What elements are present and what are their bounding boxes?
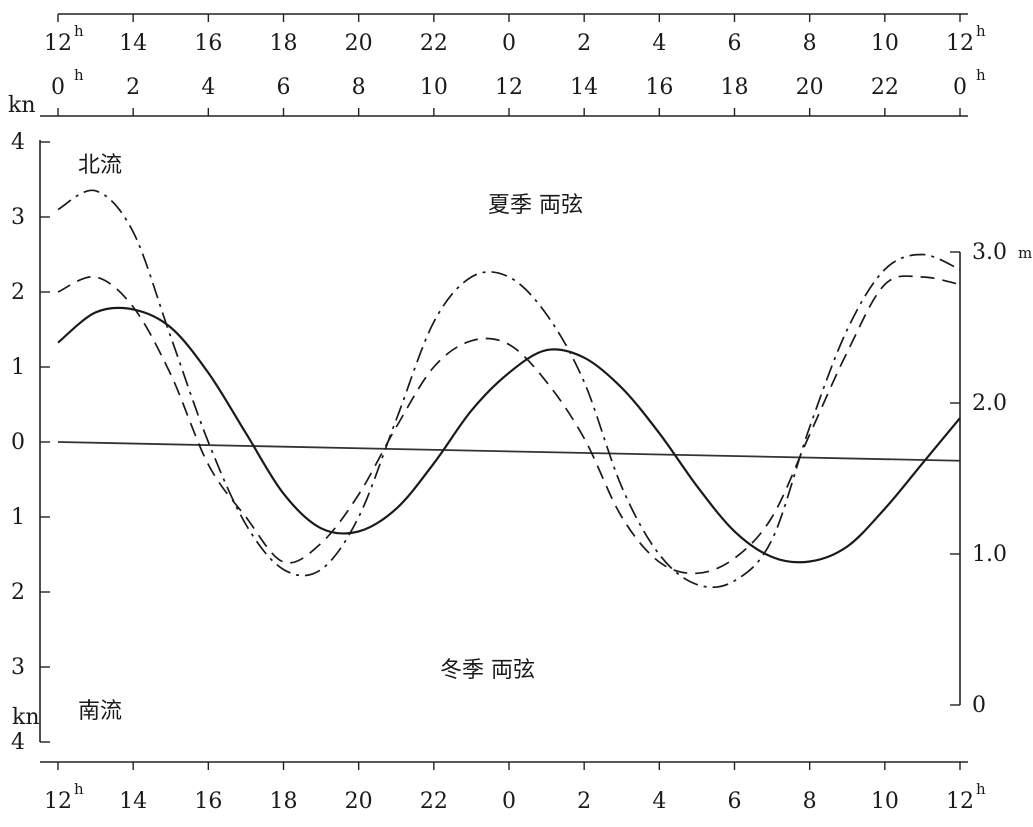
top-axis-1-unit-sup: h xyxy=(976,22,986,40)
left-axis-tick-label: 2 xyxy=(11,280,25,305)
right-axis-ticks: 3.0 2.0 1.0 0 xyxy=(950,240,1007,718)
bottom-axis-label: 4 xyxy=(652,789,666,814)
right-axis-tick-label: 1.0 xyxy=(972,542,1007,567)
series-line-dashed xyxy=(57,275,961,575)
top-time-axis: 12 h 14 16 18 20 22 0 2 4 6 8 10 12 h 0 h 2 4 6 8 10 12 14 16 18… xyxy=(8,13,986,118)
left-axis-ticks: 4 3 2 1 0 1 2 3 4 xyxy=(11,130,50,755)
left-axis-tick-label: 4 xyxy=(11,130,25,155)
top-axis-1-label: 22 xyxy=(420,31,448,56)
bottom-axis-label: 6 xyxy=(728,789,742,814)
bottom-axis-label: 12 xyxy=(946,789,974,814)
bottom-axis-label: 2 xyxy=(577,789,591,814)
top-axis-1-label: 12 xyxy=(946,31,974,56)
bottom-axis-unit-sup: h xyxy=(976,780,986,798)
right-axis-tick-label: 0 xyxy=(972,693,986,718)
left-axis-tick-label: 4 xyxy=(11,730,25,755)
top-axis-labels-row1: 12 h 14 16 18 20 22 0 2 4 6 8 10 12 h xyxy=(44,14,986,56)
bottom-axis-label: 0 xyxy=(502,789,516,814)
top-left-unit-label: kn xyxy=(8,93,36,118)
top-axis-2-label: 22 xyxy=(871,75,899,100)
top-axis-1-label: 14 xyxy=(119,31,147,56)
bottom-axis-unit-sup: h xyxy=(74,780,84,798)
top-axis-2-label: 8 xyxy=(352,75,366,100)
bottom-axis-label: 14 xyxy=(119,789,147,814)
top-axis-2-label: 16 xyxy=(645,75,673,100)
top-axis-1-label: 10 xyxy=(871,31,899,56)
series-line-solid xyxy=(57,306,961,564)
bottom-axis-label: 22 xyxy=(420,789,448,814)
bottom-time-axis: 12 h 14 16 18 20 22 0 2 4 6 8 10 12 h xyxy=(40,761,986,814)
left-axis-tick-label: 3 xyxy=(11,655,25,680)
top-axis-1-unit-sup: h xyxy=(74,22,84,40)
bottom-axis-label: 20 xyxy=(345,789,373,814)
left-bottom-unit-label: kn xyxy=(12,705,40,730)
top-axis-labels-row2: 0 h 2 4 6 8 10 12 14 16 18 20 22 0 h xyxy=(51,66,986,116)
series-line-dash-dot xyxy=(57,189,961,589)
top-axis-2-label: 4 xyxy=(201,75,215,100)
top-axis-1-label: 18 xyxy=(270,31,298,56)
top-axis-1-label: 0 xyxy=(502,31,516,56)
top-axis-2-label: 10 xyxy=(420,75,448,100)
top-axis-1-label: 8 xyxy=(803,31,817,56)
top-axis-2-unit-sup: h xyxy=(976,66,986,84)
series-layer xyxy=(57,189,961,589)
top-axis-1-label: 4 xyxy=(652,31,666,56)
top-axis-1-label: 16 xyxy=(194,31,222,56)
top-axis-2-label: 12 xyxy=(495,75,523,100)
top-axis-2-unit-sup: h xyxy=(74,66,84,84)
top-axis-1-label: 2 xyxy=(577,31,591,56)
bottom-axis-label: 10 xyxy=(871,789,899,814)
winter-label: 冬季 両弦 xyxy=(440,658,535,683)
reference-line xyxy=(57,441,961,462)
bottom-axis-label: 8 xyxy=(803,789,817,814)
left-axis: 4 3 2 1 0 1 2 3 4 kn xyxy=(11,130,50,755)
left-axis-tick-label: 3 xyxy=(11,205,25,230)
right-axis-tick-label: 2.0 xyxy=(972,391,1007,416)
left-axis-tick-label: 1 xyxy=(11,505,25,530)
top-axis-2-label: 0 xyxy=(51,75,65,100)
top-axis-1-label: 6 xyxy=(728,31,742,56)
left-axis-tick-label: 2 xyxy=(11,580,25,605)
left-axis-tick-label: 1 xyxy=(11,355,25,380)
top-axis-1-label: 20 xyxy=(345,31,373,56)
bottom-axis-label: 12 xyxy=(44,789,72,814)
summer-label: 夏季 両弦 xyxy=(488,193,583,218)
right-axis-tick-label: 3.0 xyxy=(972,240,1007,265)
left-axis-tick-label: 0 xyxy=(11,430,25,455)
bottom-axis-label: 18 xyxy=(270,789,298,814)
top-axis-2-label: 14 xyxy=(570,75,598,100)
right-axis: 3.0 2.0 1.0 0 m xyxy=(950,240,1032,718)
north-flow-label: 北流 xyxy=(78,153,122,178)
bottom-axis-labels: 12 h 14 16 18 20 22 0 2 4 6 8 10 12 h xyxy=(44,762,986,814)
top-axis-2-label: 20 xyxy=(796,75,824,100)
top-axis-2-label: 18 xyxy=(721,75,749,100)
top-axis-2-label: 0 xyxy=(953,75,967,100)
top-axis-2-label: 6 xyxy=(277,75,291,100)
right-unit-label: m xyxy=(1018,244,1032,262)
top-axis-2-label: 2 xyxy=(126,75,140,100)
south-flow-label: 南流 xyxy=(78,699,122,724)
bottom-axis-label: 16 xyxy=(194,789,222,814)
top-axis-1-label: 12 xyxy=(44,31,72,56)
